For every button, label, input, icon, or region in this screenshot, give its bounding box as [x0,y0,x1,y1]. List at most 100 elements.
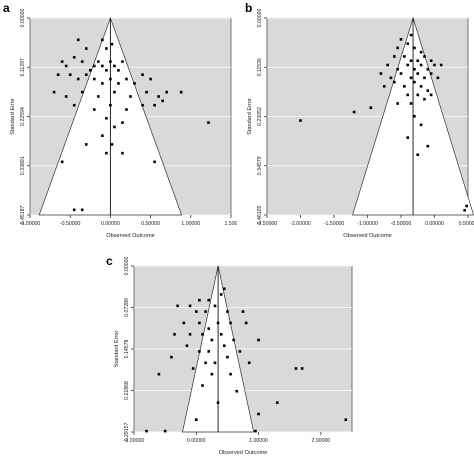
x-axis-label: Observed Outcome [106,233,155,239]
data-point [109,77,112,81]
data-point [64,64,68,68]
data-point [403,85,406,88]
data-point [465,204,468,208]
data-point [204,310,207,313]
data-point [84,73,88,76]
data-point [423,76,426,80]
y-tick-label: 0.33891 [20,156,26,175]
data-point [396,46,399,50]
data-point [389,76,393,80]
data-point [52,90,56,94]
data-point [153,160,156,164]
data-point [101,82,104,85]
data-point [416,93,420,97]
y-tick-label: 0.23052 [257,107,263,126]
data-point [117,82,120,85]
y-tick-label: 0.46105 [257,206,263,225]
data-point [207,350,211,353]
data-point [406,63,409,67]
data-point [439,63,443,67]
data-point [216,321,220,325]
y-tick-label: 0.45187 [20,206,26,225]
data-point [223,344,226,348]
data-point [396,102,399,105]
data-point [64,95,68,98]
data-point [352,110,356,114]
plot-svg: -2.50000 -2.00000 -1.50000 -1.00000 -0.50000… [247,9,474,239]
data-point [80,208,84,212]
data-point [419,63,423,67]
data-point [393,55,396,58]
data-point [219,333,223,336]
data-point [105,47,108,50]
data-point [157,95,160,98]
data-point [429,59,433,63]
x-tick-label: 0.50000 [141,221,160,227]
data-point [244,321,248,325]
data-point [76,38,80,42]
data-point [113,90,116,94]
data-point [113,64,116,68]
data-point [105,151,108,155]
data-point [423,97,426,101]
data-point [403,55,406,58]
data-point [226,355,229,359]
data-point [232,338,235,342]
x-tick-label: 0.00000 [425,221,444,227]
data-point [238,350,242,353]
data-point [80,90,84,94]
data-point [254,429,257,433]
data-point [386,63,389,67]
data-point [60,60,64,63]
data-point [223,287,226,291]
data-point [110,42,114,46]
data-point [204,361,207,365]
data-point [201,384,204,387]
x-tick-label: -2.50000 [257,221,278,227]
data-point [369,106,373,110]
data-point [101,38,104,42]
x-tick-label: -2.00000 [290,221,311,227]
data-point [101,134,104,138]
data-point [93,108,96,111]
data-point [191,367,195,370]
data-point [213,361,217,365]
y-tick-label: 0.11526 [257,58,263,76]
data-point [429,72,433,75]
data-point [241,310,245,313]
data-point [416,59,420,63]
data-point [60,160,64,164]
data-point [294,367,298,370]
data-point [194,418,198,422]
data-point [210,338,214,342]
data-point [393,80,396,84]
x-tick-label: 0.00000 [187,438,206,444]
data-point [406,42,409,45]
data-point [413,67,416,71]
data-point [121,60,124,63]
data-point [229,372,232,376]
data-point [125,77,128,81]
funnel-plot-b: -2.50000 -2.00000 -1.50000 -1.00000 -0.50000… [237,0,474,250]
data-point [344,418,348,422]
data-point [89,69,92,72]
data-point [76,77,80,81]
data-point [416,72,420,75]
data-point [157,372,161,376]
x-tick-label: -0.50000 [60,221,81,227]
data-point [399,72,403,75]
x-axis-label: Observed Outcome [343,233,392,239]
data-point [97,95,100,98]
data-point [109,60,112,63]
data-point [121,151,124,155]
data-point [170,355,173,359]
data-point [436,76,440,80]
x-tick-label: -1.00000 [124,438,145,444]
x-tick-label: -1.50000 [324,221,345,227]
y-tick-label: 0.14578 [124,340,130,359]
data-point [257,338,260,342]
data-point [165,90,168,94]
x-tick-label: 2.00000 [311,438,330,444]
data-point [419,85,423,88]
data-point [382,85,386,88]
